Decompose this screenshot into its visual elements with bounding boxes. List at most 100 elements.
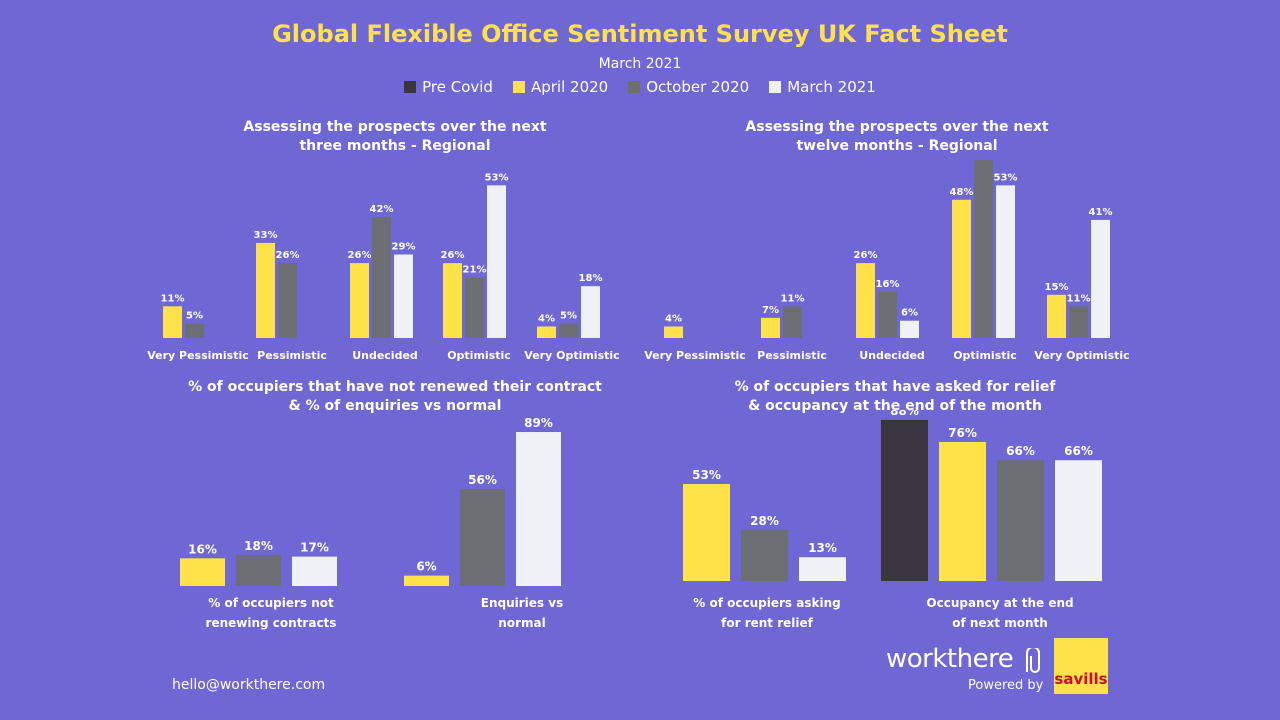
chart-3-title-line-1: % of occupiers that have not renewed the… (188, 379, 602, 395)
bar-chart2-1-1 (783, 306, 802, 338)
legend-swatch (512, 81, 525, 93)
bar-chart2-3-0 (952, 199, 971, 338)
legend-swatch (628, 81, 641, 93)
bar-chart2-4-2 (1091, 219, 1110, 338)
value-label: 88% (890, 410, 919, 418)
legend-item-1: April 2020 (512, 78, 609, 96)
value-label: 7% (762, 305, 779, 316)
value-label: 18% (244, 539, 273, 553)
chart-4-title: % of occupiers that have asked for relie… (670, 378, 1120, 416)
category-label: Optimistic (447, 349, 511, 362)
page-title: Global Flexible Office Sentiment Survey … (272, 20, 1008, 48)
bar-chart1-0-1 (185, 323, 204, 338)
legend-item-3: March 2021 (769, 78, 876, 96)
category-label: Undecided (859, 349, 925, 362)
bar-chart1-3-2 (487, 185, 506, 338)
category-label: % of occupiers not (208, 596, 334, 610)
bar-chart3-1-2 (516, 432, 561, 586)
chart-3-title: % of occupiers that have not renewed the… (150, 378, 640, 416)
bar-chart1-1-1 (278, 263, 297, 338)
legend-label: April 2020 (530, 78, 609, 96)
bar-chart4-1-2 (997, 460, 1044, 581)
value-label: 53% (994, 172, 1018, 183)
bar-chart1-2-2 (394, 254, 413, 338)
bar-chart2-1-0 (761, 317, 780, 338)
legend-label: October 2020 (646, 78, 750, 96)
value-label: 53% (692, 468, 721, 482)
value-label: 13% (808, 541, 837, 555)
value-label: 21% (463, 265, 487, 276)
bar-chart3-1-0 (404, 575, 449, 586)
chart-2-twelve-months: 4%Very Pessimistic7%11%Pessimistic26%16%… (644, 160, 1130, 362)
chart-2-title-line-1: Assessing the prospects over the next (745, 119, 1049, 135)
value-label: 33% (254, 230, 278, 241)
chart-2-title: Assessing the prospects over the next tw… (692, 118, 1102, 156)
category-label: Very Pessimistic (147, 349, 249, 362)
category-label: renewing contracts (206, 616, 337, 630)
value-label: 11% (1067, 293, 1091, 304)
bar-chart4-1-0 (881, 419, 928, 581)
category-label: Very Pessimistic (644, 349, 746, 362)
value-label: 4% (665, 313, 682, 324)
value-label: 26% (276, 250, 300, 261)
bar-chart3-0-0 (180, 558, 225, 586)
category-label: Very Optimistic (1034, 349, 1129, 362)
value-label: 11% (781, 293, 805, 304)
bar-chart2-4-1 (1069, 306, 1088, 338)
bar-chart4-0-2 (741, 529, 788, 581)
value-label: 17% (300, 541, 329, 555)
powered-by-label: Powered by (968, 678, 1044, 693)
value-label: 5% (560, 311, 577, 322)
category-label: Enquiries vs (481, 596, 563, 610)
workthere-pin-icon (1026, 648, 1040, 673)
savills-logo-text: savills (1054, 670, 1108, 688)
legend-item-2: October 2020 (628, 78, 749, 96)
bar-chart2-3-2 (996, 185, 1015, 338)
bar-chart1-4-2 (581, 286, 600, 338)
bar-chart1-4-1 (559, 323, 578, 338)
value-label: 89% (524, 416, 553, 430)
value-label: 53% (485, 172, 509, 183)
category-label: Pessimistic (757, 349, 827, 362)
value-label: 16% (876, 279, 900, 290)
legend-label: Pre Covid (422, 78, 493, 96)
bar-chart4-0-1 (683, 484, 730, 581)
bar-chart3-0-1 (236, 554, 281, 586)
value-label: 66% (1064, 444, 1093, 458)
value-label: 28% (750, 514, 779, 528)
value-label: 15% (1045, 282, 1069, 293)
value-label: 29% (392, 241, 416, 252)
category-label: normal (498, 616, 545, 630)
category-label: Very Optimistic (524, 349, 619, 362)
value-label: 11% (161, 293, 185, 304)
value-label: 18% (579, 273, 603, 284)
bar-chart3-1-1 (460, 489, 505, 586)
bar-chart4-1-3 (1055, 460, 1102, 581)
chart-4-title-line-2: & occupancy at the end of the month (748, 398, 1042, 414)
value-label: 42% (370, 204, 394, 215)
value-label: 48% (950, 187, 974, 198)
bar-chart2-0-0 (664, 326, 683, 338)
value-label: 6% (416, 560, 436, 574)
value-label: 76% (948, 426, 977, 440)
bar-chart4-0-3 (799, 557, 846, 581)
legend-swatch (404, 81, 417, 93)
value-label: 5% (186, 311, 203, 322)
bar-chart1-3-1 (465, 277, 484, 338)
value-label: 6% (901, 308, 918, 319)
bar-chart1-0-0 (163, 306, 182, 338)
value-label: 66% (1006, 444, 1035, 458)
bar-chart4-1-1 (939, 441, 986, 581)
legend-label: March 2021 (787, 78, 876, 96)
value-label: 56% (468, 473, 497, 487)
value-label: 26% (348, 250, 372, 261)
value-label: 4% (538, 313, 555, 324)
chart-3-title-line-2: & % of enquiries vs normal (288, 398, 502, 414)
category-label: Occupancy at the end (926, 596, 1073, 610)
category-label: Optimistic (953, 349, 1017, 362)
contact-email[interactable]: hello@workthere.com (172, 677, 326, 693)
brand-logo: workthere Powered by savills (886, 638, 1116, 704)
value-label: 26% (441, 250, 465, 261)
bar-chart2-3-1 (974, 160, 993, 338)
bar-chart1-2-1 (372, 217, 391, 338)
